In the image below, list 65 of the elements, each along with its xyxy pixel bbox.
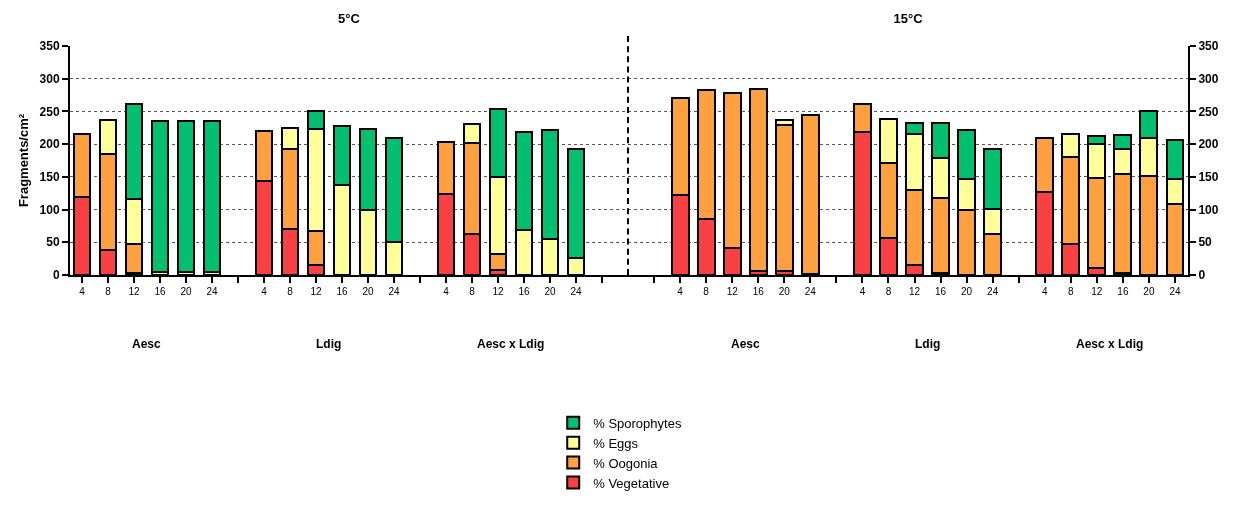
x-tick-label: 4 [859,286,866,297]
legend-label: % Oogonia [593,455,659,471]
x-tick-label: 20 [778,286,791,297]
x-tick-label: 16 [336,286,348,297]
x-tick-label: 24 [804,286,817,297]
x-tick-label: 20 [544,286,556,297]
x-tick-label: 12 [128,286,140,297]
x-tick-label: 20 [1143,286,1155,297]
x-tick-label: 4 [677,286,684,297]
x-tick-label: 4 [79,286,86,297]
y-tick-label: 100 [1198,202,1219,217]
text: Ldig [915,337,941,351]
text: Aesc [132,337,162,351]
y-tick-label: 250 [1198,104,1219,119]
x-tick-label: 24 [388,286,400,297]
x-tick-label: 8 [1068,286,1075,297]
x-tick-label: 24 [1169,286,1181,297]
x-tick-label: 12 [908,286,921,297]
text: Ldig [316,337,342,351]
legend-label: % Vegetative [593,475,670,491]
x-tick-label: 16 [518,286,530,297]
x-tick-label: 16 [154,286,166,297]
y-tick-label: 150 [1198,170,1219,185]
text: Aesc [731,337,761,351]
x-tick-label: 8 [703,286,710,297]
y-tick-label: 300 [1198,71,1219,86]
x-tick-label: 8 [469,286,476,297]
y-axis-title: Fragments/cm² [16,113,32,208]
y-tick-label: 0 [1198,268,1206,283]
legend-label: % Eggs [593,435,639,451]
x-tick-label: 16 [752,286,765,297]
x-tick-label: 8 [287,286,294,297]
y-tick-label: 0 [52,268,60,283]
chart-title: 15°C [893,10,924,26]
x-tick-label: 24 [570,286,582,297]
y-tick-label: 350 [1198,39,1219,54]
y-tick-label: 200 [39,137,60,152]
y-tick-label: 100 [39,202,60,217]
y-tick-label: 50 [1198,235,1213,250]
x-tick-label: 4 [1041,286,1048,297]
y-tick-label: 350 [39,39,60,54]
x-tick-label: 16 [935,286,947,297]
legend-label: % Sporophytes [593,415,682,431]
y-tick-label: 150 [39,170,60,185]
x-tick-label: 12 [726,286,739,297]
y-tick-label: 200 [1198,137,1219,152]
x-tick-label: 12 [492,286,504,297]
x-tick-label: 20 [961,286,973,297]
x-tick-label: 12 [1091,286,1103,297]
x-tick-label: 8 [885,286,892,297]
x-tick-label: 12 [310,286,322,297]
x-tick-label: 20 [180,286,192,297]
x-tick-label: 8 [105,286,112,297]
text: Aesc x Ldig [477,337,545,351]
y-tick-label: 50 [46,235,60,250]
x-tick-label: 24 [206,286,218,297]
y-tick-label: 300 [39,71,60,86]
text: Aesc x Ldig [1076,337,1144,351]
chart-title: 5°C [338,10,361,26]
x-tick-label: 20 [362,286,374,297]
x-tick-label: 4 [261,286,268,297]
x-tick-label: 16 [1117,286,1129,297]
x-tick-label: 24 [987,286,999,297]
y-tick-label: 250 [39,104,60,119]
x-tick-label: 4 [443,286,450,297]
